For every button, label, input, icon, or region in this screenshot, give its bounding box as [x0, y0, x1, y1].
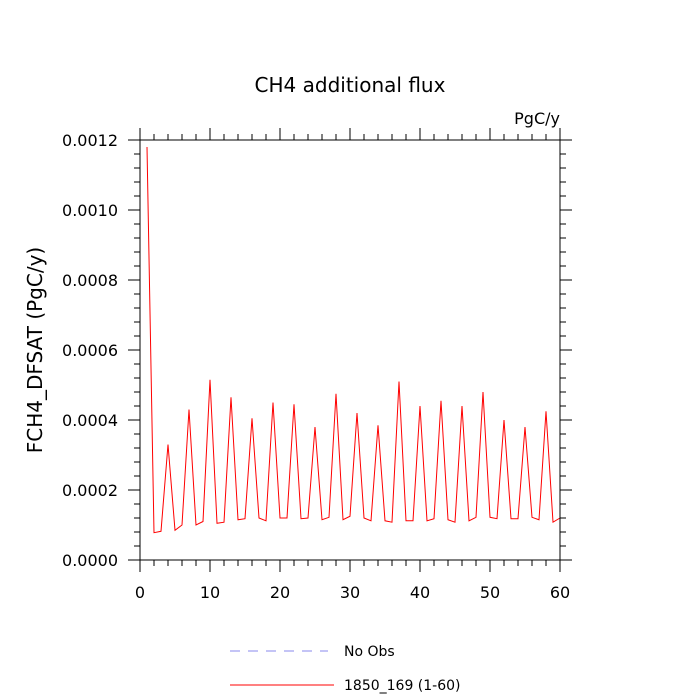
- x-tick-label: 50: [480, 583, 500, 602]
- x-tick-label: 60: [550, 583, 570, 602]
- legend-label: 1850_169 (1-60): [344, 678, 461, 694]
- y-tick-label: 0.0006: [62, 341, 118, 360]
- axis-tick-labels: 0 10 20 30 40 50 60 0.0000 0.0002 0.0004 0.0006 0.0…: [62, 131, 570, 602]
- x-tick-label: 0: [135, 583, 145, 602]
- x-tick-label: 20: [270, 583, 290, 602]
- y-tick-label: 0.0010: [62, 201, 118, 220]
- x-tick-label: 30: [340, 583, 360, 602]
- legend: No Obs 1850_169 (1-60): [230, 644, 461, 694]
- x-tick-label: 40: [410, 583, 430, 602]
- plot-frame: [139, 139, 561, 561]
- plot-lines: [146, 146, 561, 534]
- series-line-1: [146, 146, 561, 534]
- axis-ticks: [128, 128, 572, 572]
- y-tick-label: 0.0000: [62, 551, 118, 570]
- units-label: PgC/y: [514, 109, 560, 128]
- chart-title: CH4 additional flux: [255, 73, 446, 97]
- y-axis-label: FCH4_DFSAT (PgC/y): [23, 247, 47, 453]
- y-tick-label: 0.0012: [62, 131, 118, 150]
- y-tick-label: 0.0008: [62, 271, 118, 290]
- y-tick-label: 0.0004: [62, 411, 118, 430]
- x-tick-label: 10: [200, 583, 220, 602]
- legend-label: No Obs: [344, 644, 395, 660]
- y-tick-label: 0.0002: [62, 481, 118, 500]
